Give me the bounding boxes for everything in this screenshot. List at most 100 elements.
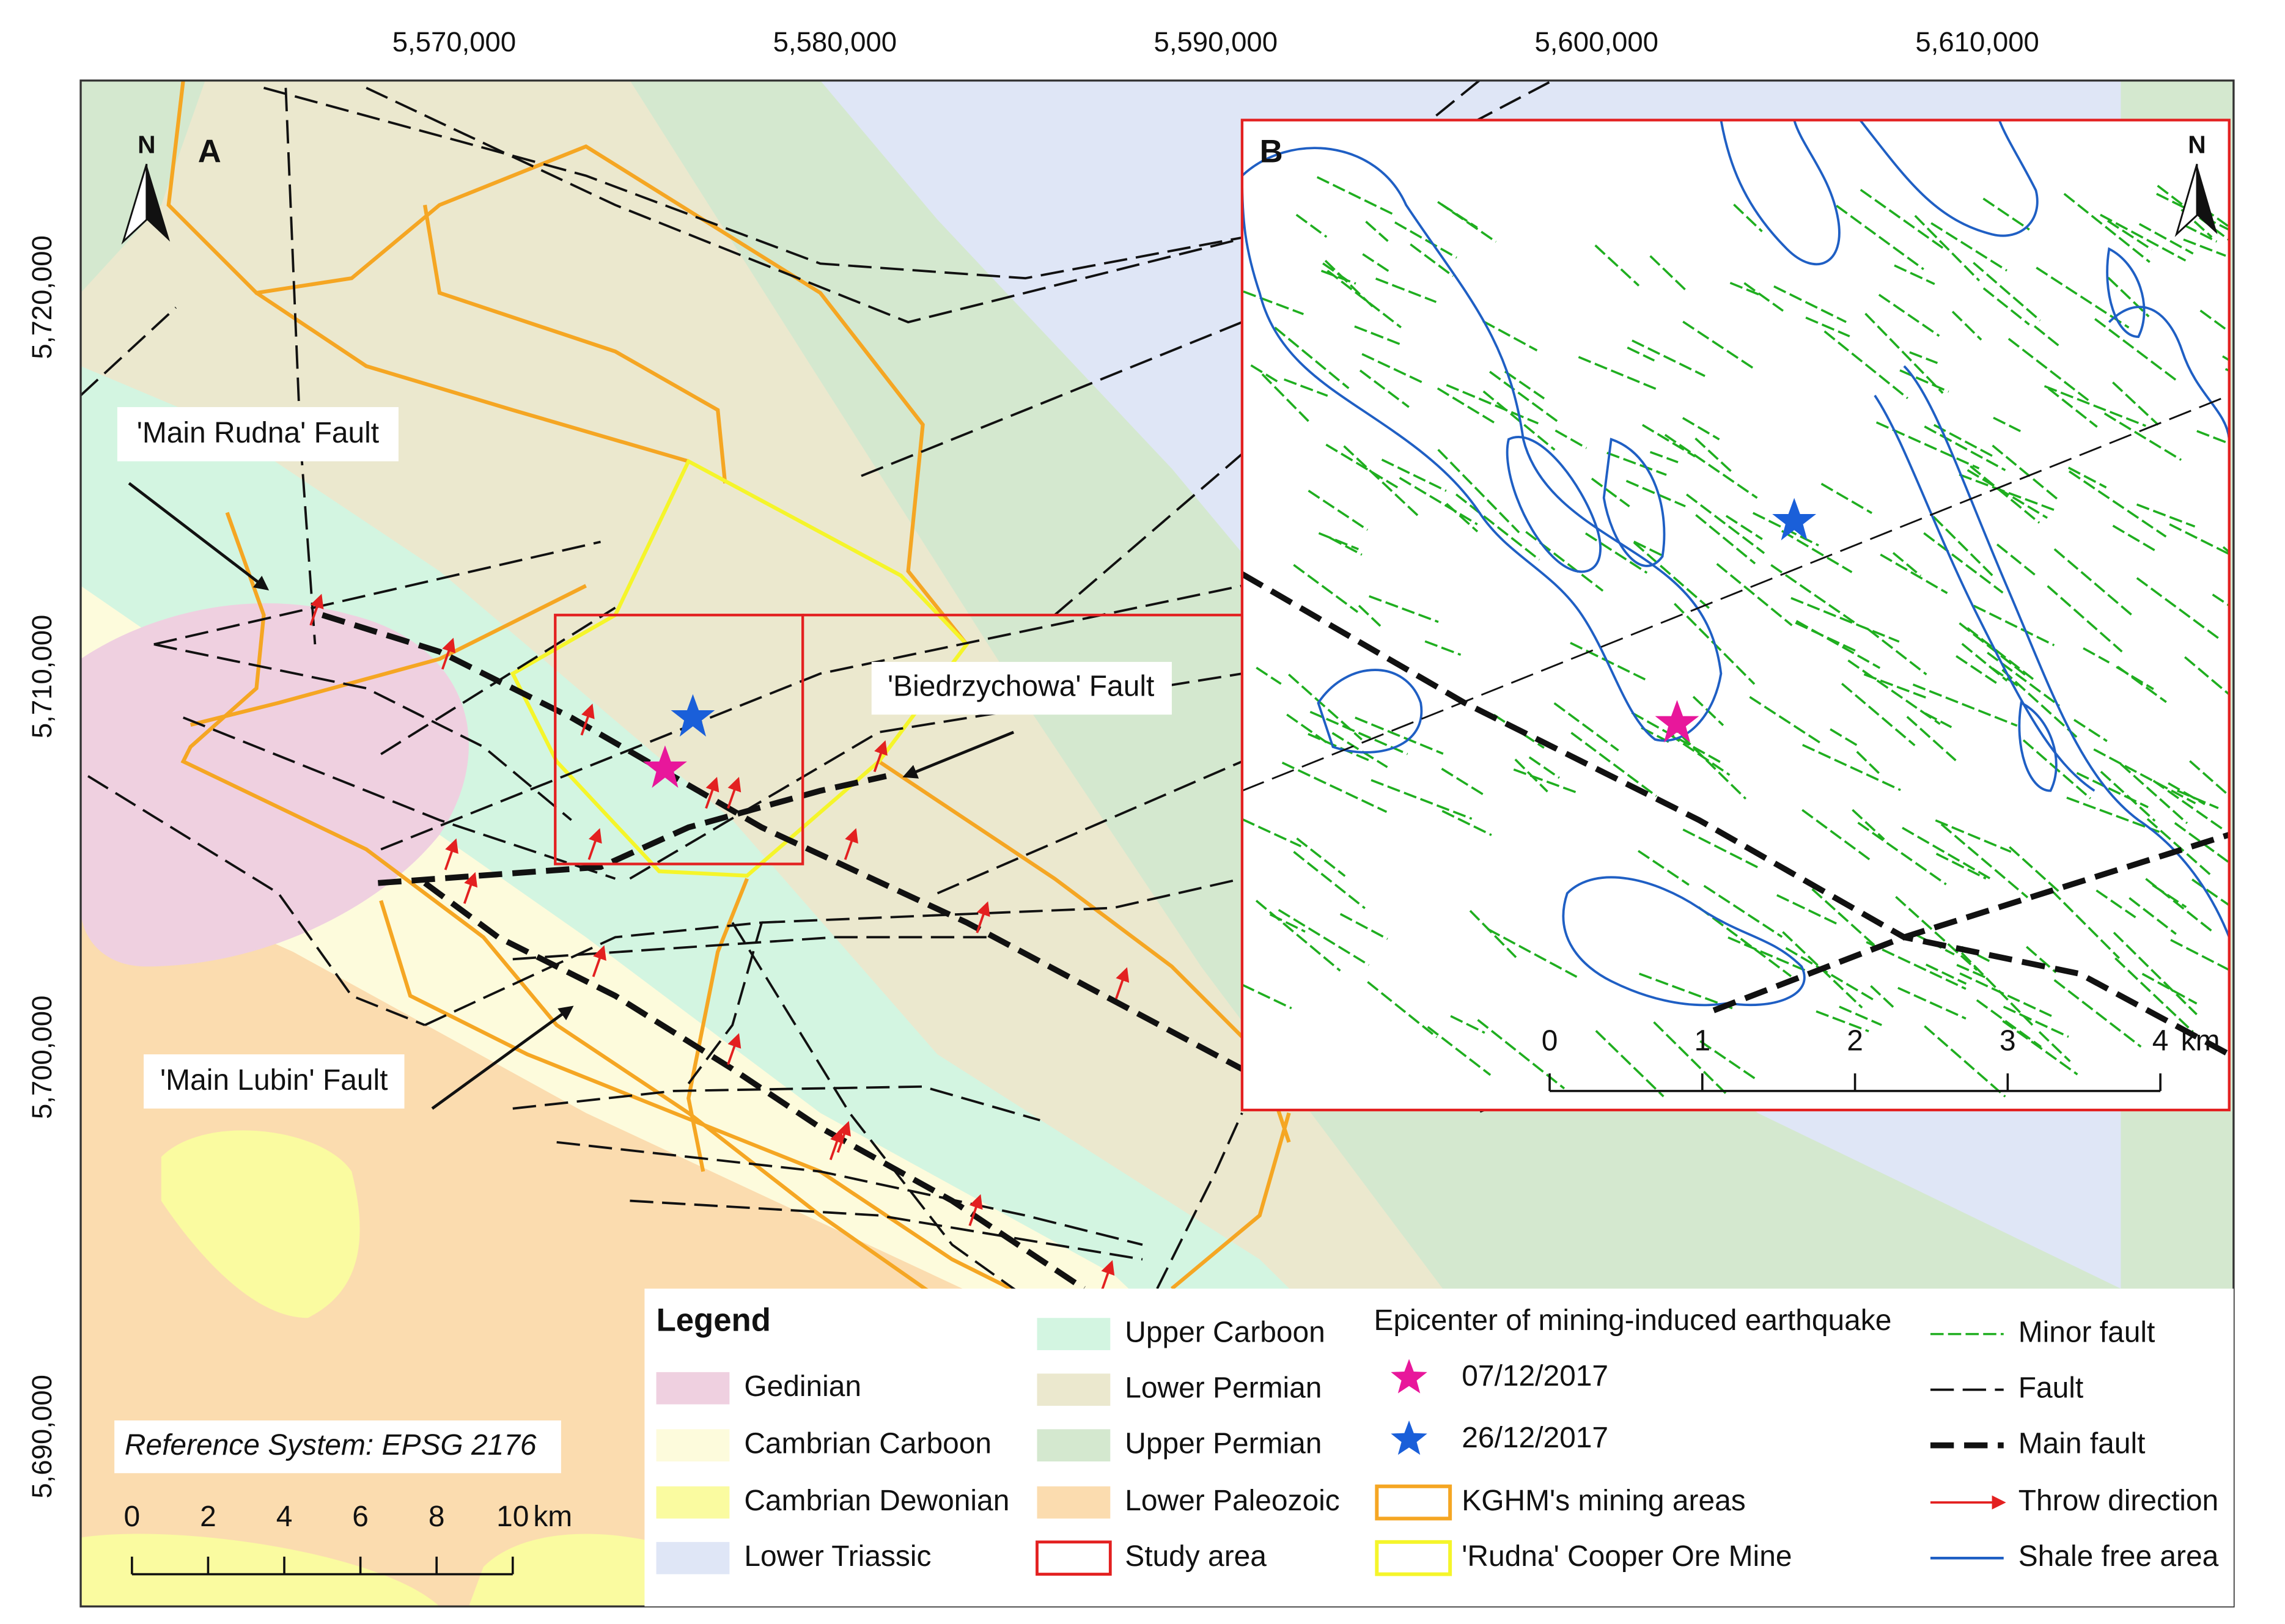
legend-swatch [656, 1372, 730, 1405]
main-fault [423, 880, 1086, 1291]
minor-fault [1733, 204, 1763, 232]
minor-fault [2073, 719, 2108, 743]
legend-swatch [656, 1429, 730, 1462]
shale-free-area [2018, 701, 2058, 792]
shale-free-area [1859, 120, 2039, 237]
minor-fault [1973, 262, 2041, 321]
minor-fault [1525, 531, 1604, 592]
minor-fault [1992, 444, 2058, 500]
minor-fault [1441, 768, 1485, 796]
minor-fault [2093, 748, 2196, 804]
minor-fault [1749, 696, 1822, 745]
minor-fault [2189, 760, 2229, 798]
minor-fault [2067, 466, 2107, 489]
minor-fault [1339, 913, 1388, 940]
kghm-area [686, 878, 749, 1172]
minor-fault [1514, 759, 1548, 793]
scale-label: 2 [1847, 1025, 1863, 1057]
minor-fault [1437, 387, 1497, 425]
minor-fault [1354, 325, 1402, 346]
epicenter-star [671, 694, 715, 737]
throw-directions [309, 593, 1130, 1292]
minor-fault [1703, 884, 1783, 938]
minor-fault [1528, 756, 1560, 779]
minor-fault [2066, 796, 2160, 833]
minor-fault [1935, 819, 2012, 853]
minor-fault [2174, 822, 2229, 864]
minor-fault [1242, 983, 1292, 1010]
minor-fault [1841, 683, 1916, 746]
minor-fault [2184, 224, 2218, 243]
scale-bar: 0 2 4 6 8 10 km [124, 1501, 572, 1576]
minor-fault [1682, 828, 1761, 870]
minor-fault [2009, 846, 2061, 894]
shale-free-area [2108, 306, 2229, 439]
minor-fault [1894, 264, 1935, 285]
throw-arrow [1100, 1260, 1115, 1292]
x-coordinate-label: 5,600,000 [1534, 26, 1658, 57]
minor-fault [1993, 416, 2022, 433]
north-arrow [2197, 164, 2218, 235]
minor-fault [1857, 821, 1947, 886]
epicenter-star [1772, 498, 1817, 541]
minor-fault [2047, 387, 2098, 428]
minor-fault [1892, 552, 1922, 577]
minor-fault [1424, 640, 1462, 656]
fault [153, 540, 601, 646]
minor-fault [1450, 1015, 1485, 1034]
minor-fault [1633, 542, 1710, 609]
y-coordinate-label: 5,710,000 [26, 615, 57, 738]
kghm-area [166, 80, 968, 646]
minor-fault [2113, 931, 2198, 1015]
inset: B N 0 1 2 3 4 km [1240, 119, 2231, 1112]
fault-pointer [431, 1005, 574, 1110]
main-fault [378, 773, 887, 886]
minor-fault [1773, 285, 1847, 323]
minor-fault [2183, 238, 2226, 257]
minor-fault [2112, 381, 2159, 426]
minor-fault [1909, 351, 1938, 364]
minor-fault [1967, 626, 2034, 680]
fault [761, 877, 1243, 924]
minor-fault [1649, 450, 1679, 463]
kghm-area [1170, 1112, 1291, 1290]
legend-label: 26/12/2017 [1462, 1422, 1608, 1454]
fault [936, 760, 1243, 895]
scale-label: 4 [2152, 1025, 2169, 1057]
minor-fault [2138, 222, 2194, 255]
minor-fault [1795, 622, 1856, 652]
legend-label: Lower Triassic [744, 1540, 931, 1573]
scale-label: 4 [276, 1501, 293, 1533]
minor-fault [1255, 900, 1341, 972]
minor-fault [1716, 563, 1793, 626]
fault [630, 1199, 1143, 1261]
minor-fault [2184, 656, 2229, 696]
minor-fault [1325, 443, 1399, 489]
minor-fault [1959, 622, 2028, 677]
fault-label: 'Biedrzychowa' Fault [888, 671, 1154, 703]
minor-fault [1930, 222, 2007, 272]
throw-arrow [580, 704, 595, 736]
minor-fault [1375, 277, 1437, 303]
minor-fault [1553, 702, 1619, 752]
legend-swatch [1375, 1540, 1452, 1576]
legend-label: Throw direction [2018, 1485, 2218, 1517]
minor-fault [1982, 287, 2030, 326]
fault-pointer [128, 482, 270, 591]
minor-fault [2103, 412, 2182, 461]
minor-fault [1278, 909, 1370, 966]
scale-label: 0 [1542, 1025, 1558, 1057]
minor-fault [1878, 293, 1940, 337]
minor-fault [1996, 543, 2038, 578]
minor-fault [1992, 667, 2020, 688]
minor-fault [2136, 503, 2196, 528]
minor-fault [1987, 652, 2060, 707]
minor-fault [1743, 282, 1784, 312]
throw-arrow [844, 828, 858, 860]
kghm-area [180, 512, 1056, 1408]
cambrian-dewonian [161, 1130, 360, 1318]
label-box [871, 661, 1172, 715]
panel-label: B [1260, 133, 1283, 169]
label-box [117, 407, 399, 461]
legend-label: KGHM's mining areas [1462, 1485, 1745, 1517]
